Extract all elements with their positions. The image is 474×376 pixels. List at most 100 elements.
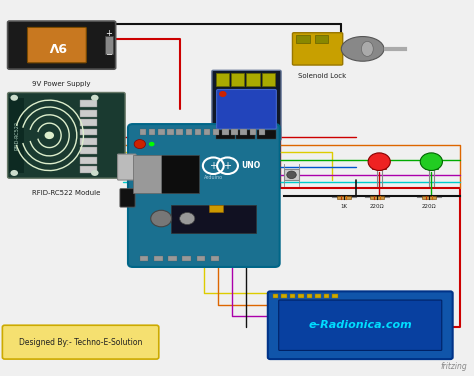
FancyBboxPatch shape <box>212 70 281 140</box>
Bar <box>80 157 97 164</box>
Bar <box>167 129 173 135</box>
FancyBboxPatch shape <box>27 27 86 63</box>
FancyBboxPatch shape <box>120 189 135 207</box>
Bar <box>249 129 256 135</box>
Circle shape <box>10 170 18 176</box>
Text: RFID-RC522 Module: RFID-RC522 Module <box>32 190 100 196</box>
Text: 220Ω: 220Ω <box>422 204 436 209</box>
Circle shape <box>149 142 155 146</box>
Bar <box>281 294 287 298</box>
Circle shape <box>151 210 172 227</box>
Bar <box>236 130 255 139</box>
Bar <box>257 130 276 139</box>
Bar <box>80 147 97 154</box>
Bar <box>80 119 97 126</box>
Bar <box>324 294 329 298</box>
Bar <box>171 205 256 233</box>
Circle shape <box>420 153 442 170</box>
Circle shape <box>287 171 296 179</box>
Text: 9V Power Supply: 9V Power Supply <box>32 81 91 87</box>
Text: Arduino: Arduino <box>204 174 223 179</box>
Bar <box>296 35 310 43</box>
Text: +: + <box>106 29 112 38</box>
Text: +: + <box>224 161 231 171</box>
FancyBboxPatch shape <box>8 21 116 69</box>
FancyBboxPatch shape <box>279 300 442 350</box>
Bar <box>290 294 295 298</box>
Bar <box>332 294 338 298</box>
Circle shape <box>368 153 390 170</box>
Bar <box>425 160 438 169</box>
Bar <box>373 160 386 169</box>
Bar <box>284 169 299 180</box>
Bar <box>105 36 113 54</box>
Text: RFID-RC522: RFID-RC522 <box>14 121 19 150</box>
Bar <box>273 294 278 298</box>
Circle shape <box>180 212 195 224</box>
Text: e-Radionica.com: e-Radionica.com <box>309 320 412 330</box>
Text: 1K: 1K <box>340 204 347 209</box>
Bar <box>149 129 155 135</box>
Bar <box>80 110 97 117</box>
Ellipse shape <box>341 36 384 61</box>
Bar <box>154 256 163 261</box>
Bar <box>209 205 223 212</box>
Bar <box>240 129 247 135</box>
Bar <box>140 256 148 261</box>
Circle shape <box>10 95 18 101</box>
FancyBboxPatch shape <box>268 291 453 359</box>
Circle shape <box>91 95 99 101</box>
Bar <box>231 129 237 135</box>
Text: Solenoid Lock: Solenoid Lock <box>298 73 346 79</box>
Bar <box>161 155 199 193</box>
Text: 220Ω: 220Ω <box>370 204 384 209</box>
Bar <box>337 196 351 199</box>
FancyBboxPatch shape <box>2 325 159 359</box>
Bar <box>370 196 384 199</box>
FancyBboxPatch shape <box>292 33 343 65</box>
Bar <box>211 256 219 261</box>
Bar <box>231 73 244 86</box>
Circle shape <box>45 132 54 139</box>
Bar <box>315 294 321 298</box>
Bar <box>197 256 205 261</box>
Bar <box>195 129 201 135</box>
Circle shape <box>134 139 146 149</box>
Text: UNO: UNO <box>242 161 261 170</box>
Bar <box>80 129 97 135</box>
Bar <box>422 196 436 199</box>
Text: +: + <box>210 161 217 171</box>
Bar <box>9 98 24 173</box>
Bar <box>80 138 97 145</box>
Bar <box>204 129 210 135</box>
Bar <box>185 129 192 135</box>
Bar <box>298 294 304 298</box>
Bar <box>176 129 183 135</box>
Circle shape <box>219 91 227 97</box>
Bar <box>315 35 328 43</box>
FancyBboxPatch shape <box>8 92 125 178</box>
Text: fritzing: fritzing <box>440 362 467 371</box>
Bar <box>168 256 177 261</box>
Bar <box>216 130 235 139</box>
Text: ─: ─ <box>107 50 111 59</box>
Bar <box>140 129 146 135</box>
Text: Designed By:- Techno-E-Solution: Designed By:- Techno-E-Solution <box>19 338 142 347</box>
Bar <box>158 129 164 135</box>
Ellipse shape <box>361 41 374 56</box>
Bar <box>259 129 265 135</box>
Circle shape <box>91 170 99 176</box>
Bar <box>133 155 161 193</box>
Bar <box>246 73 259 86</box>
Bar <box>262 73 275 86</box>
Bar <box>80 166 97 173</box>
Text: 9V: 9V <box>48 39 66 52</box>
Bar <box>182 256 191 261</box>
Bar <box>222 129 228 135</box>
Bar <box>307 294 312 298</box>
Bar <box>216 73 229 86</box>
FancyBboxPatch shape <box>118 154 136 180</box>
FancyBboxPatch shape <box>217 89 276 129</box>
Bar <box>80 100 97 107</box>
Bar <box>213 129 219 135</box>
